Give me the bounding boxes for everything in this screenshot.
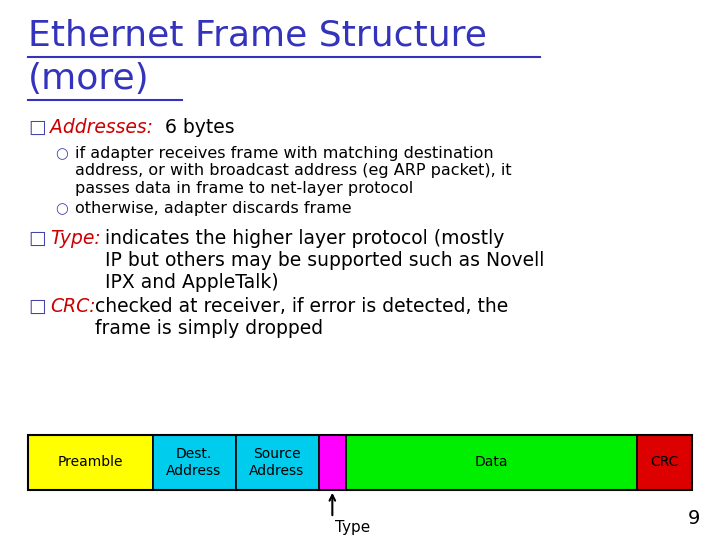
Text: □: □: [28, 229, 46, 248]
Text: Data: Data: [474, 456, 508, 469]
Text: indicates the higher layer protocol (mostly
IP but others may be supported such : indicates the higher layer protocol (mos…: [105, 229, 544, 292]
Text: otherwise, adapter discards frame: otherwise, adapter discards frame: [75, 201, 351, 216]
Text: ○: ○: [55, 201, 68, 216]
Text: □: □: [28, 118, 46, 137]
Text: □: □: [28, 297, 46, 316]
Text: CRC:: CRC:: [50, 297, 96, 316]
Text: Dest.
Address: Dest. Address: [166, 448, 222, 477]
Text: Source
Address: Source Address: [249, 448, 305, 477]
Bar: [28, 435, 692, 490]
Text: 6 bytes: 6 bytes: [165, 118, 235, 137]
Text: Type: Type: [336, 520, 371, 535]
Text: CRC: CRC: [650, 456, 678, 469]
Bar: [636, 435, 692, 490]
Text: ○: ○: [55, 146, 68, 161]
Text: Addresses:: Addresses:: [50, 118, 153, 137]
Bar: [318, 435, 346, 490]
Bar: [28, 435, 153, 490]
Bar: [153, 435, 235, 490]
Text: (more): (more): [28, 62, 150, 96]
Text: Type:: Type:: [50, 229, 101, 248]
Text: if adapter receives frame with matching destination
address, or with broadcast a: if adapter receives frame with matching …: [75, 146, 512, 196]
Text: 9: 9: [688, 509, 700, 528]
Bar: [346, 435, 636, 490]
Text: Preamble: Preamble: [58, 456, 123, 469]
Bar: [235, 435, 318, 490]
Text: Ethernet Frame Structure: Ethernet Frame Structure: [28, 18, 487, 52]
Text: checked at receiver, if error is detected, the
frame is simply dropped: checked at receiver, if error is detecte…: [95, 297, 508, 338]
